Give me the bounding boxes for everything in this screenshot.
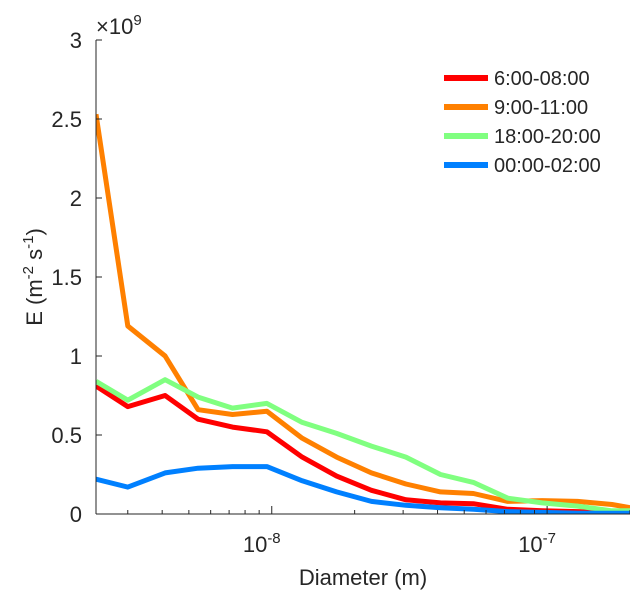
y-tick-label: 1 — [70, 344, 82, 369]
y-tick-label: 2 — [70, 186, 82, 211]
y-tick-label: 1.5 — [51, 265, 82, 290]
y-tick-label: 0.5 — [51, 423, 82, 448]
legend: 6:00-08:00 9:00-11:00 18:00-20:00 00:00-02:… — [444, 68, 601, 177]
series-line-3 — [96, 464, 630, 514]
y-multiplier-exp: 9 — [133, 12, 141, 29]
legend-label-2: 18:00-20:00 — [494, 126, 601, 148]
y-multiplier: ×109 — [96, 12, 142, 39]
x-tick-label: 10-7 — [518, 530, 556, 557]
y-tick-label: 3 — [70, 28, 82, 53]
legend-label-1: 9:00-11:00 — [494, 97, 588, 119]
x-axis-title: Diameter (m) — [299, 565, 427, 590]
x-tick-label: 10-8 — [243, 530, 281, 557]
series-layer — [96, 113, 630, 514]
ticks-layer: 0 0.5 1 1.5 2 2.5 3 10-8 10-7 — [51, 28, 630, 557]
legend-label-3: 00:00-02:00 — [494, 155, 601, 177]
y-axis-title: E (m-2 s-1) — [20, 228, 47, 326]
legend-label-0: 6:00-08:00 — [494, 68, 590, 90]
series-line-0 — [96, 383, 630, 514]
y-tick-label: 2.5 — [51, 107, 82, 132]
y-tick-label: 0 — [70, 502, 82, 527]
series-line-2 — [96, 377, 630, 514]
